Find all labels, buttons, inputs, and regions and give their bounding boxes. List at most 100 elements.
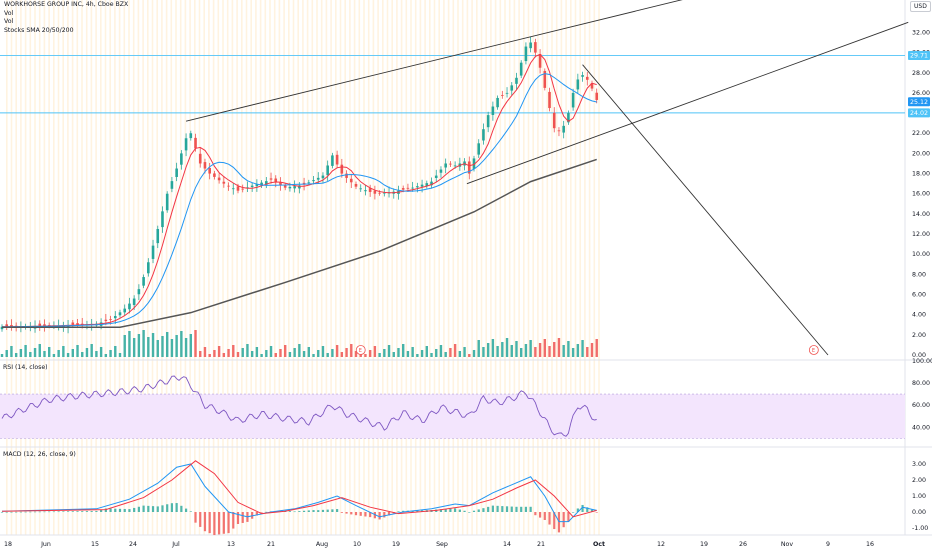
macd-histogram-bar bbox=[218, 512, 221, 535]
volume-bar bbox=[562, 345, 565, 357]
candle-body bbox=[76, 323, 79, 325]
macd-histogram-bar bbox=[0, 512, 4, 513]
volume-bar bbox=[0, 354, 4, 357]
volume-bar bbox=[486, 343, 490, 357]
volume-bar bbox=[477, 340, 480, 357]
session-stripe bbox=[104, 0, 107, 535]
volume-bar bbox=[590, 343, 594, 357]
candle-body bbox=[571, 92, 575, 108]
volume-bar bbox=[524, 344, 528, 357]
macd-histogram-bar bbox=[501, 506, 504, 512]
volume-bar bbox=[581, 340, 584, 357]
candle-body bbox=[203, 162, 207, 169]
volume-bar bbox=[142, 330, 145, 357]
candle-body bbox=[118, 312, 122, 316]
session-stripe bbox=[194, 0, 196, 535]
price-tick-label: 28.00 bbox=[912, 70, 930, 77]
session-stripe bbox=[24, 0, 27, 535]
volume-bar bbox=[364, 354, 367, 357]
time-axis-label: Nov bbox=[781, 541, 794, 548]
macd-histogram-bar bbox=[104, 508, 107, 512]
session-stripe bbox=[179, 0, 182, 535]
candle-body bbox=[335, 154, 339, 165]
macd-histogram-bar bbox=[317, 510, 320, 512]
price-label-tag bbox=[908, 97, 930, 107]
session-stripe bbox=[400, 0, 403, 535]
volume-bar bbox=[515, 341, 518, 357]
candle-body bbox=[236, 186, 240, 191]
macd-histogram-bar bbox=[81, 511, 84, 512]
rsi-legend[interactable]: RSI (14, close) bbox=[3, 364, 48, 371]
candle-body bbox=[326, 165, 329, 176]
macd-histogram-bar bbox=[538, 512, 542, 518]
candle-body bbox=[534, 42, 537, 53]
volume-bar bbox=[208, 354, 211, 357]
sma-label[interactable]: Stocks SMA 20/50/200 bbox=[4, 26, 74, 34]
time-axis-label: 18 bbox=[4, 541, 12, 548]
macd-histogram-bar bbox=[524, 506, 528, 512]
macd-histogram-bar bbox=[33, 511, 37, 513]
volume-bar bbox=[321, 346, 325, 357]
currency-button[interactable]: USD bbox=[910, 1, 931, 12]
candle-body bbox=[241, 188, 245, 190]
volume-bar bbox=[373, 346, 377, 357]
session-stripe bbox=[570, 0, 572, 535]
session-stripe bbox=[588, 0, 591, 535]
session-stripe bbox=[170, 0, 173, 535]
volume-bar bbox=[576, 344, 580, 357]
session-stripe bbox=[53, 0, 55, 535]
candle-body bbox=[161, 211, 164, 228]
session-stripe bbox=[278, 0, 281, 535]
volume-bar bbox=[66, 353, 70, 357]
macd-legend[interactable]: MACD (12, 26, close, 9) bbox=[3, 451, 76, 458]
volume-bar bbox=[491, 339, 495, 357]
volume-bar bbox=[24, 345, 27, 357]
price-tick-label: 22.00 bbox=[912, 130, 930, 137]
session-stripe bbox=[593, 0, 596, 535]
session-stripe bbox=[6, 0, 8, 535]
price-tick-label: 12.00 bbox=[912, 231, 930, 238]
macd-histogram-bar bbox=[505, 506, 509, 512]
volume-bar bbox=[250, 351, 254, 357]
macd-histogram-bar bbox=[156, 506, 159, 512]
candle-body bbox=[231, 188, 235, 190]
session-stripe bbox=[123, 0, 126, 535]
session-stripe bbox=[353, 0, 356, 535]
symbol-title[interactable]: WORKHORSE GROUP INC, 4h, Cboe BZX bbox=[4, 1, 129, 8]
volume-bar bbox=[109, 350, 112, 357]
candle-body bbox=[217, 177, 221, 181]
session-stripe bbox=[48, 0, 50, 535]
candle-body bbox=[420, 184, 424, 187]
macd-histogram-bar bbox=[260, 512, 263, 513]
session-stripe bbox=[391, 0, 393, 535]
volume-bar bbox=[317, 350, 320, 357]
volume-bar bbox=[430, 353, 433, 357]
candle-body bbox=[147, 262, 150, 274]
macd-histogram-bar bbox=[510, 506, 513, 512]
macd-histogram-bar bbox=[387, 512, 391, 516]
volume-bar bbox=[222, 353, 226, 357]
volume-bar bbox=[213, 350, 216, 357]
volume-bar bbox=[118, 353, 122, 357]
candle-body bbox=[283, 185, 287, 188]
session-stripe bbox=[283, 0, 285, 535]
macd-tick-label: 1.00 bbox=[912, 493, 926, 500]
volume-bar bbox=[14, 353, 18, 357]
volume-bar bbox=[571, 348, 575, 357]
session-stripe bbox=[222, 0, 224, 535]
macd-histogram-bar bbox=[241, 512, 244, 523]
macd-histogram-bar bbox=[71, 511, 74, 512]
candle-body bbox=[43, 324, 46, 326]
time-axis-label: 12 bbox=[657, 541, 665, 548]
session-stripe bbox=[532, 0, 534, 535]
candle-body bbox=[250, 185, 254, 187]
vol-label-1[interactable]: Vol bbox=[4, 9, 14, 17]
candle-body bbox=[132, 298, 136, 306]
session-stripe bbox=[382, 0, 384, 535]
session-stripe bbox=[217, 0, 220, 535]
candle-body bbox=[515, 77, 518, 84]
vol-label-2[interactable]: Vol bbox=[4, 18, 14, 26]
macd-histogram-bar bbox=[29, 511, 32, 513]
